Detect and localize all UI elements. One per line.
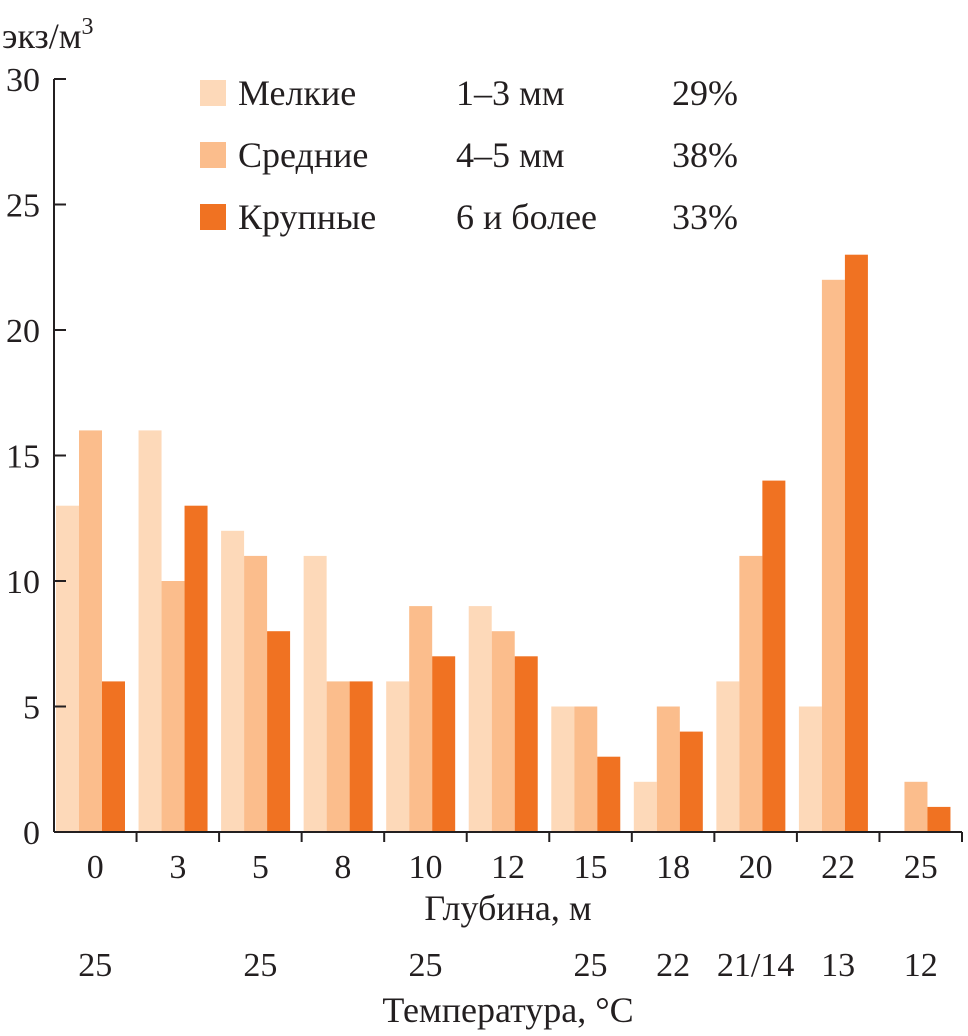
legend-swatch <box>200 204 226 230</box>
bar-Крупные-15 <box>597 756 621 832</box>
x-tick-label: 3 <box>169 849 186 886</box>
legend-series-share: 33% <box>672 197 738 237</box>
bar-Средние-12 <box>491 631 515 832</box>
bar-Крупные-8 <box>349 681 373 832</box>
temperature-label: 25 <box>408 947 442 984</box>
legend-series-name: Крупные <box>238 197 376 237</box>
x-tick-label: 25 <box>904 849 938 886</box>
x-tick-label: 5 <box>252 849 269 886</box>
bar-Средние-10 <box>409 606 433 832</box>
x-tick-label: 10 <box>408 849 442 886</box>
y-tick-label: 10 <box>6 564 40 601</box>
temperature-label: 25 <box>78 947 112 984</box>
y-tick-label: 5 <box>23 690 40 727</box>
bar-Мелкие-8 <box>303 555 327 832</box>
bar-Средние-25 <box>904 781 928 832</box>
bar-Средние-5 <box>244 555 268 832</box>
y-tick-label: 25 <box>6 188 40 225</box>
bar-Мелкие-10 <box>386 681 410 832</box>
bar-Крупные-20 <box>762 480 786 832</box>
x-axis-ticks: 0 3 5 8 10 12 15 18 20 22 25 <box>87 832 963 886</box>
bar-Средние-8 <box>326 681 350 832</box>
bar-Мелкие-0 <box>56 505 79 832</box>
temperature-label: 13 <box>821 947 855 984</box>
temperature-label: 22 <box>656 947 690 984</box>
temperature-label: 25 <box>574 947 608 984</box>
bar-Крупные-5 <box>267 631 291 832</box>
temperature-label: 25 <box>243 947 277 984</box>
legend: Мелкие 1–3 мм 29% Средние 4–5 мм 38% Крупные 6 … <box>200 73 738 237</box>
y-axis-title: экз/м3 <box>2 14 93 56</box>
y-axis-ticks: 0 5 10 15 20 25 30 <box>6 62 66 852</box>
x-tick-label: 12 <box>491 849 525 886</box>
x-tick-label: 0 <box>87 849 104 886</box>
bar-Мелкие-20 <box>716 681 740 832</box>
legend-series-share: 29% <box>672 73 738 113</box>
legend-series-size: 6 и более <box>456 197 597 237</box>
bar-Крупные-18 <box>679 731 703 832</box>
y-tick-label: 0 <box>23 815 40 852</box>
y-tick-label: 15 <box>6 439 40 476</box>
bars-layer <box>56 254 951 832</box>
bar-Крупные-12 <box>514 656 538 832</box>
y-axis-title-text: экз/м <box>2 16 81 56</box>
legend-series-size: 1–3 мм <box>456 73 565 113</box>
bar-Крупные-3 <box>184 505 208 832</box>
legend-series-name: Мелкие <box>238 73 356 113</box>
y-tick-label: 30 <box>6 62 40 99</box>
x-tick-label: 15 <box>574 849 608 886</box>
x-axis-title: Глубина, м <box>424 888 591 928</box>
bar-Мелкие-12 <box>468 606 492 832</box>
legend-swatch <box>200 142 226 168</box>
temperature-axis-title: Температура, °С <box>382 990 633 1030</box>
bar-Мелкие-15 <box>551 706 575 832</box>
legend-series-share: 38% <box>672 135 738 175</box>
y-tick-label: 20 <box>6 313 40 350</box>
bar-Средние-20 <box>739 555 763 832</box>
bar-Мелкие-18 <box>633 781 657 832</box>
temperature-label: 12 <box>904 947 938 984</box>
legend-swatch <box>200 80 226 106</box>
x-tick-label: 8 <box>334 849 351 886</box>
x-tick-label: 20 <box>739 849 773 886</box>
bar-Средние-22 <box>821 279 845 832</box>
bar-Средние-3 <box>161 581 185 832</box>
bar-Крупные-10 <box>432 656 456 832</box>
temperature-label: 21/14 <box>717 947 794 984</box>
bar-Крупные-0 <box>102 681 125 832</box>
temperature-labels: 25 25 25 25 22 21/14 13 12 <box>78 947 937 984</box>
bar-Крупные-25 <box>927 806 951 832</box>
legend-series-size: 4–5 мм <box>456 135 565 175</box>
x-tick-label: 22 <box>821 849 855 886</box>
bar-Мелкие-5 <box>221 530 245 832</box>
bar-Средние-0 <box>79 430 102 832</box>
bar-Мелкие-3 <box>138 430 162 832</box>
bar-Средние-18 <box>656 706 680 832</box>
bar-Мелкие-22 <box>798 706 822 832</box>
y-axis-title-superscript: 3 <box>81 14 93 40</box>
bar-Средние-15 <box>574 706 598 832</box>
bar-Крупные-22 <box>844 254 868 832</box>
legend-series-name: Средние <box>238 135 368 175</box>
x-tick-label: 18 <box>656 849 690 886</box>
